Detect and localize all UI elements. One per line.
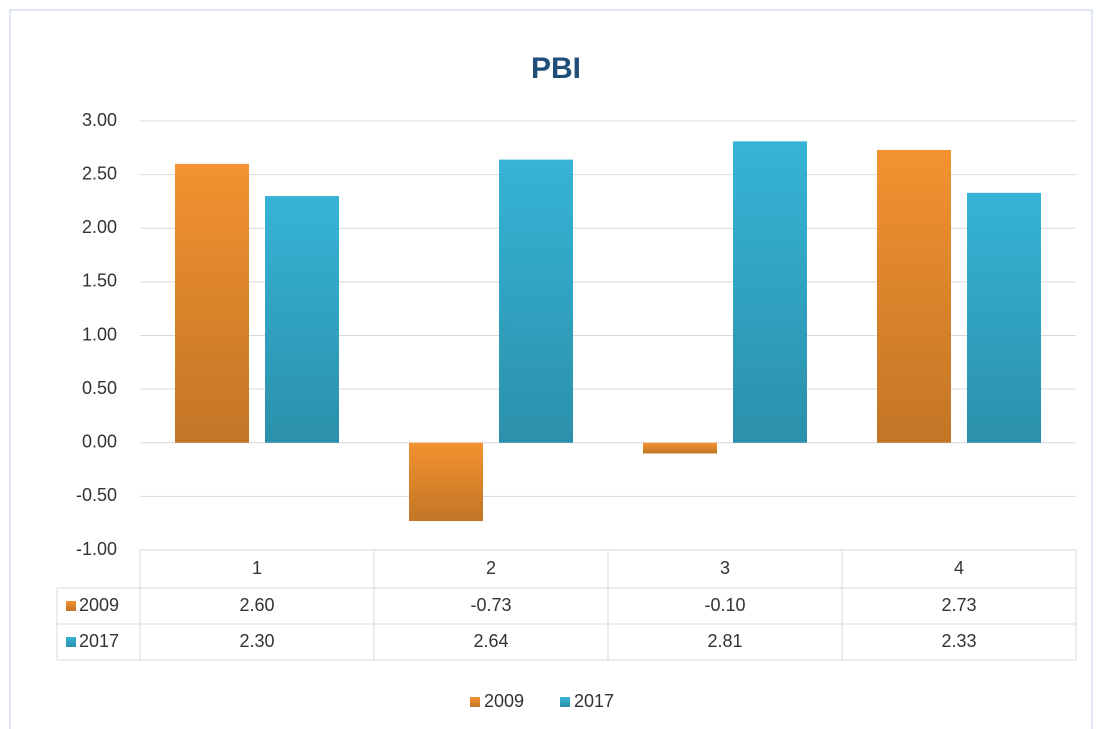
category-label: 3 (720, 558, 730, 578)
bar (733, 141, 807, 443)
bar (643, 442, 717, 454)
legend-key (66, 601, 76, 611)
y-tick-label: -0.50 (76, 485, 117, 505)
table-value: 2.81 (707, 631, 742, 651)
bar (265, 196, 339, 443)
category-label: 4 (954, 558, 964, 578)
y-tick-label: 1.50 (82, 271, 117, 291)
bar (175, 163, 249, 443)
y-tick-label: 2.00 (82, 217, 117, 237)
y-tick-label: 0.50 (82, 378, 117, 398)
y-tick-label: 0.00 (82, 432, 117, 452)
table-value: 2.30 (239, 631, 274, 651)
y-tick-label: 3.00 (82, 110, 117, 130)
category-label: 2 (486, 558, 496, 578)
chart-border (9, 9, 1093, 729)
y-tick-label: 2.50 (82, 163, 117, 183)
category-label: 1 (252, 558, 262, 578)
y-tick-label: 1.00 (82, 324, 117, 344)
bar (409, 442, 483, 522)
table-value: 2.33 (941, 631, 976, 651)
table-value: 2.60 (239, 595, 274, 615)
bar (967, 192, 1041, 443)
legend-key (470, 697, 480, 707)
bar (499, 159, 573, 443)
table-value: -0.10 (704, 595, 745, 615)
legend-key (66, 637, 76, 647)
table-value: -0.73 (470, 595, 511, 615)
legend-label: 2009 (484, 691, 524, 711)
series-label: 2017 (79, 631, 119, 651)
legend-key (560, 697, 570, 707)
table-value: 2.73 (941, 595, 976, 615)
bar (877, 149, 951, 443)
legend-label: 2017 (574, 691, 614, 711)
series-label: 2009 (79, 595, 119, 615)
table-value: 2.64 (473, 631, 508, 651)
y-tick-label: -1.00 (76, 539, 117, 559)
chart-title: PBI (531, 52, 581, 85)
